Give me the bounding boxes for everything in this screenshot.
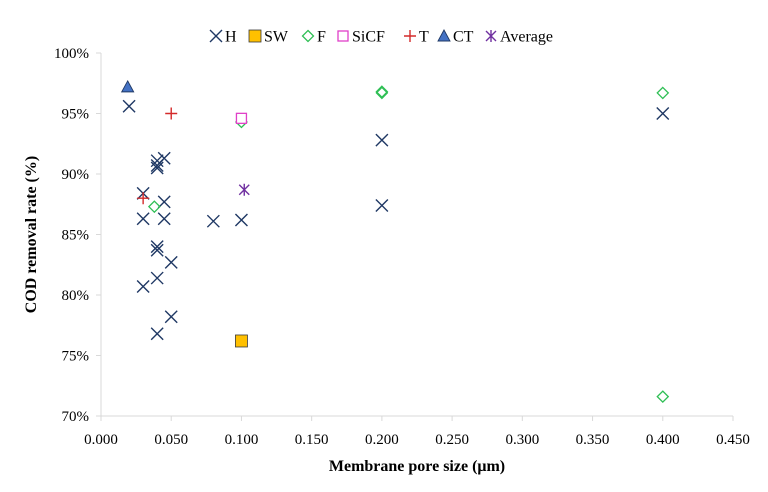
x-tick-label: 0.050 (154, 432, 188, 448)
point-h (234, 213, 248, 227)
point-h (206, 214, 220, 228)
point-h (164, 255, 178, 269)
legend-label-h: H (225, 29, 237, 46)
y-tick-label: 90% (62, 167, 90, 183)
point-h (157, 195, 171, 209)
legend-marker-h (209, 29, 223, 43)
point-sicf (235, 112, 248, 124)
x-tick-label: 0.000 (84, 432, 118, 448)
tick-labels: 0.000 0.050 0.100 0.150 0.200 0.250 0.300 0.350… (54, 46, 750, 448)
point-f (375, 85, 389, 99)
legend-item-f: F (301, 29, 326, 46)
x-tick-label: 0.400 (646, 432, 680, 448)
x-tick-label: 0.100 (225, 432, 259, 448)
point-h (157, 212, 171, 226)
legend-item-sicf: SiCF (337, 29, 385, 46)
legend-label-sw: SW (264, 29, 289, 46)
legend-marker-t (404, 30, 416, 42)
x-tick-label: 0.200 (365, 432, 399, 448)
x-tick-label: 0.350 (576, 432, 610, 448)
legend-item-t: T (404, 29, 429, 46)
point-h (375, 133, 389, 147)
axes (100, 53, 733, 417)
point-h (164, 310, 178, 324)
y-tick-label: 100% (54, 46, 89, 62)
legend-marker-ct (437, 29, 451, 42)
point-f (147, 200, 161, 214)
legend-item-h: H (209, 29, 237, 46)
x-axis-title: Membrane pore size (μm) (329, 458, 505, 475)
point-h (150, 327, 164, 341)
y-tick-label: 75% (62, 349, 90, 365)
point-sw (235, 334, 248, 348)
legend-item-ct: CT (437, 29, 474, 46)
legend: H SW F SiCF T CT Average (209, 29, 553, 46)
legend-item-average: Average (485, 29, 553, 46)
legend-label-ct: CT (453, 29, 474, 46)
x-tick-label: 0.150 (295, 432, 329, 448)
y-tick-label: 95% (62, 107, 90, 123)
point-h (150, 271, 164, 285)
point-h (150, 161, 164, 175)
legend-marker-average (485, 30, 497, 42)
legend-marker-sicf (337, 30, 349, 42)
data-points (120, 79, 670, 404)
legend-label-f: F (317, 29, 326, 46)
legend-marker-sw (248, 29, 262, 43)
y-tick-label: 85% (62, 228, 90, 244)
point-h (136, 280, 150, 294)
point-h (136, 212, 150, 226)
point-h (157, 151, 171, 165)
y-tick-label: 70% (62, 409, 90, 425)
x-tick-label: 0.450 (716, 432, 750, 448)
point-ct (120, 79, 135, 93)
point-f (656, 390, 670, 404)
legend-label-t: T (419, 29, 429, 46)
y-axis-title: COD removal rate (%) (23, 156, 40, 313)
legend-item-sw: SW (248, 29, 289, 46)
legend-label-average: Average (500, 29, 553, 46)
point-h (150, 243, 164, 257)
point-average (238, 183, 250, 196)
point-t (137, 192, 150, 205)
x-tick-label: 0.250 (435, 432, 469, 448)
point-h (656, 107, 670, 120)
point-t (165, 107, 178, 120)
point-h (150, 240, 164, 254)
y-tick-label: 80% (62, 288, 90, 304)
point-f (656, 86, 670, 100)
point-h (122, 99, 136, 113)
x-tick-label: 0.300 (505, 432, 539, 448)
legend-marker-f (301, 29, 315, 43)
point-h (375, 198, 389, 212)
legend-label-sicf: SiCF (352, 29, 385, 46)
point-f (375, 86, 389, 100)
